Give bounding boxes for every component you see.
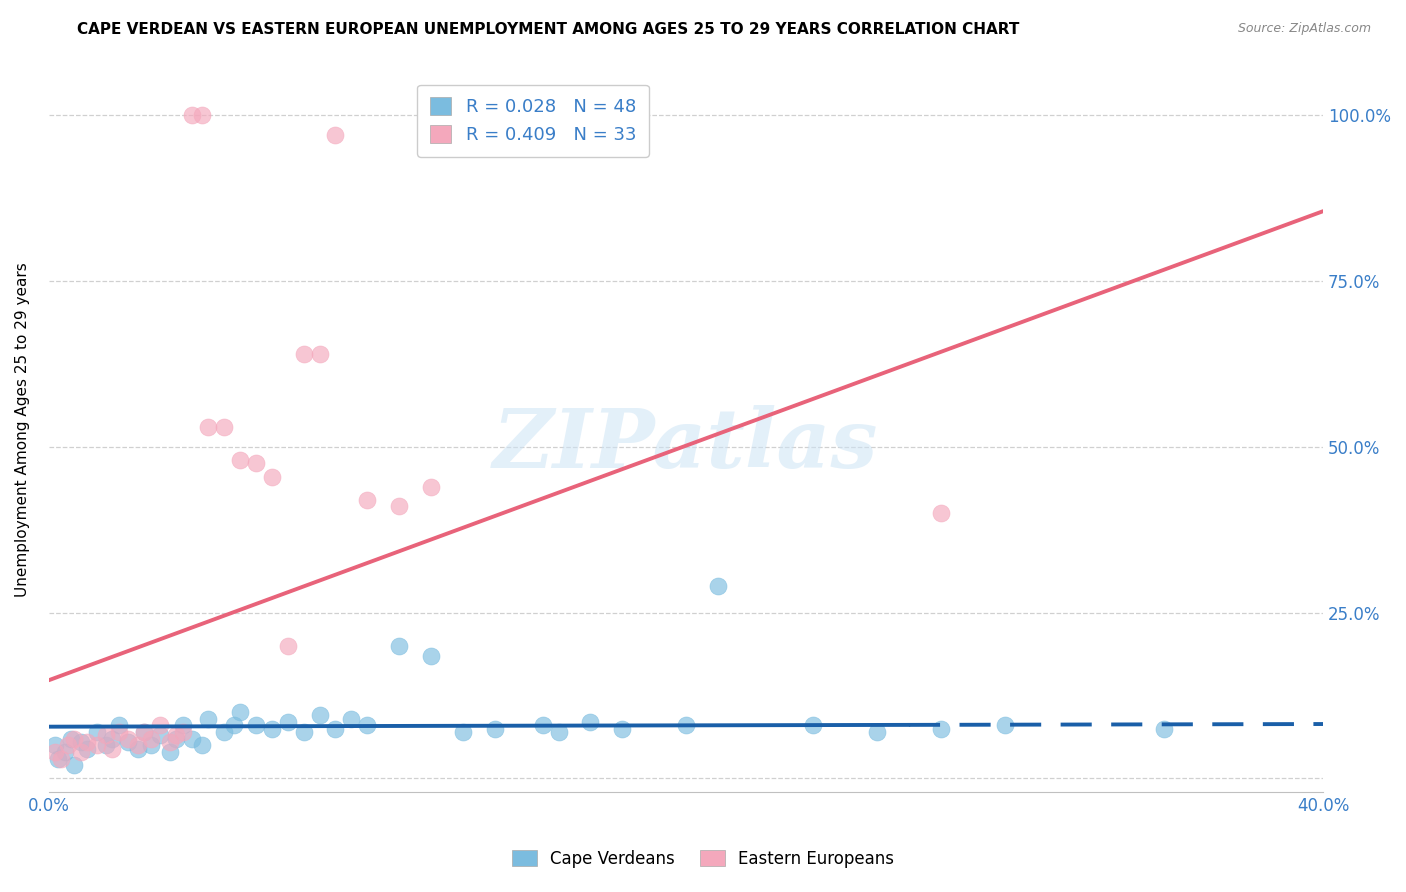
Point — [127, 741, 149, 756]
Point — [165, 728, 187, 742]
Point — [139, 738, 162, 752]
Point — [56, 738, 79, 752]
Point — [292, 725, 315, 739]
Point — [172, 718, 194, 732]
Point — [117, 735, 139, 749]
Point — [292, 347, 315, 361]
Legend: R = 0.028   N = 48, R = 0.409   N = 33: R = 0.028 N = 48, R = 0.409 N = 33 — [418, 85, 650, 157]
Point — [181, 731, 204, 746]
Point — [547, 725, 569, 739]
Point — [101, 731, 124, 746]
Point — [69, 745, 91, 759]
Point — [420, 479, 443, 493]
Point — [675, 718, 697, 732]
Point — [190, 738, 212, 752]
Point — [866, 725, 889, 739]
Legend: Cape Verdeans, Eastern Europeans: Cape Verdeans, Eastern Europeans — [505, 844, 901, 875]
Point — [356, 718, 378, 732]
Point — [277, 639, 299, 653]
Point — [63, 758, 86, 772]
Point — [260, 722, 283, 736]
Point — [325, 128, 347, 142]
Point — [108, 725, 131, 739]
Point — [46, 751, 69, 765]
Point — [149, 728, 172, 742]
Point — [60, 731, 83, 746]
Point — [101, 741, 124, 756]
Point — [531, 718, 554, 732]
Point — [69, 735, 91, 749]
Point — [53, 745, 76, 759]
Point — [929, 506, 952, 520]
Point — [159, 745, 181, 759]
Y-axis label: Unemployment Among Ages 25 to 29 years: Unemployment Among Ages 25 to 29 years — [15, 263, 30, 598]
Point — [134, 725, 156, 739]
Point — [277, 714, 299, 729]
Point — [127, 738, 149, 752]
Point — [245, 456, 267, 470]
Point — [340, 712, 363, 726]
Point — [86, 738, 108, 752]
Point — [388, 639, 411, 653]
Text: Source: ZipAtlas.com: Source: ZipAtlas.com — [1237, 22, 1371, 36]
Point — [51, 751, 73, 765]
Point — [139, 731, 162, 746]
Point — [356, 492, 378, 507]
Point — [212, 725, 235, 739]
Point — [1153, 722, 1175, 736]
Point — [245, 718, 267, 732]
Point — [451, 725, 474, 739]
Point — [134, 725, 156, 739]
Point — [929, 722, 952, 736]
Point — [76, 741, 98, 756]
Point — [308, 708, 330, 723]
Point — [308, 347, 330, 361]
Point — [420, 648, 443, 663]
Point — [197, 712, 219, 726]
Point — [993, 718, 1015, 732]
Point — [181, 108, 204, 122]
Point — [260, 469, 283, 483]
Point — [197, 419, 219, 434]
Point — [159, 735, 181, 749]
Point — [212, 419, 235, 434]
Point — [94, 738, 117, 752]
Point — [149, 718, 172, 732]
Point — [94, 728, 117, 742]
Point — [165, 731, 187, 746]
Point — [172, 725, 194, 739]
Point — [229, 705, 252, 719]
Point — [803, 718, 825, 732]
Point — [229, 453, 252, 467]
Point — [388, 500, 411, 514]
Point — [63, 731, 86, 746]
Point — [484, 722, 506, 736]
Text: ZIPatlas: ZIPatlas — [494, 405, 879, 484]
Point — [44, 738, 66, 752]
Point — [44, 745, 66, 759]
Point — [707, 579, 730, 593]
Point — [222, 718, 245, 732]
Point — [86, 725, 108, 739]
Point — [108, 718, 131, 732]
Point — [579, 714, 602, 729]
Text: CAPE VERDEAN VS EASTERN EUROPEAN UNEMPLOYMENT AMONG AGES 25 TO 29 YEARS CORRELAT: CAPE VERDEAN VS EASTERN EUROPEAN UNEMPLO… — [77, 22, 1019, 37]
Point — [190, 108, 212, 122]
Point — [325, 722, 347, 736]
Point — [76, 735, 98, 749]
Point — [612, 722, 634, 736]
Point — [117, 731, 139, 746]
